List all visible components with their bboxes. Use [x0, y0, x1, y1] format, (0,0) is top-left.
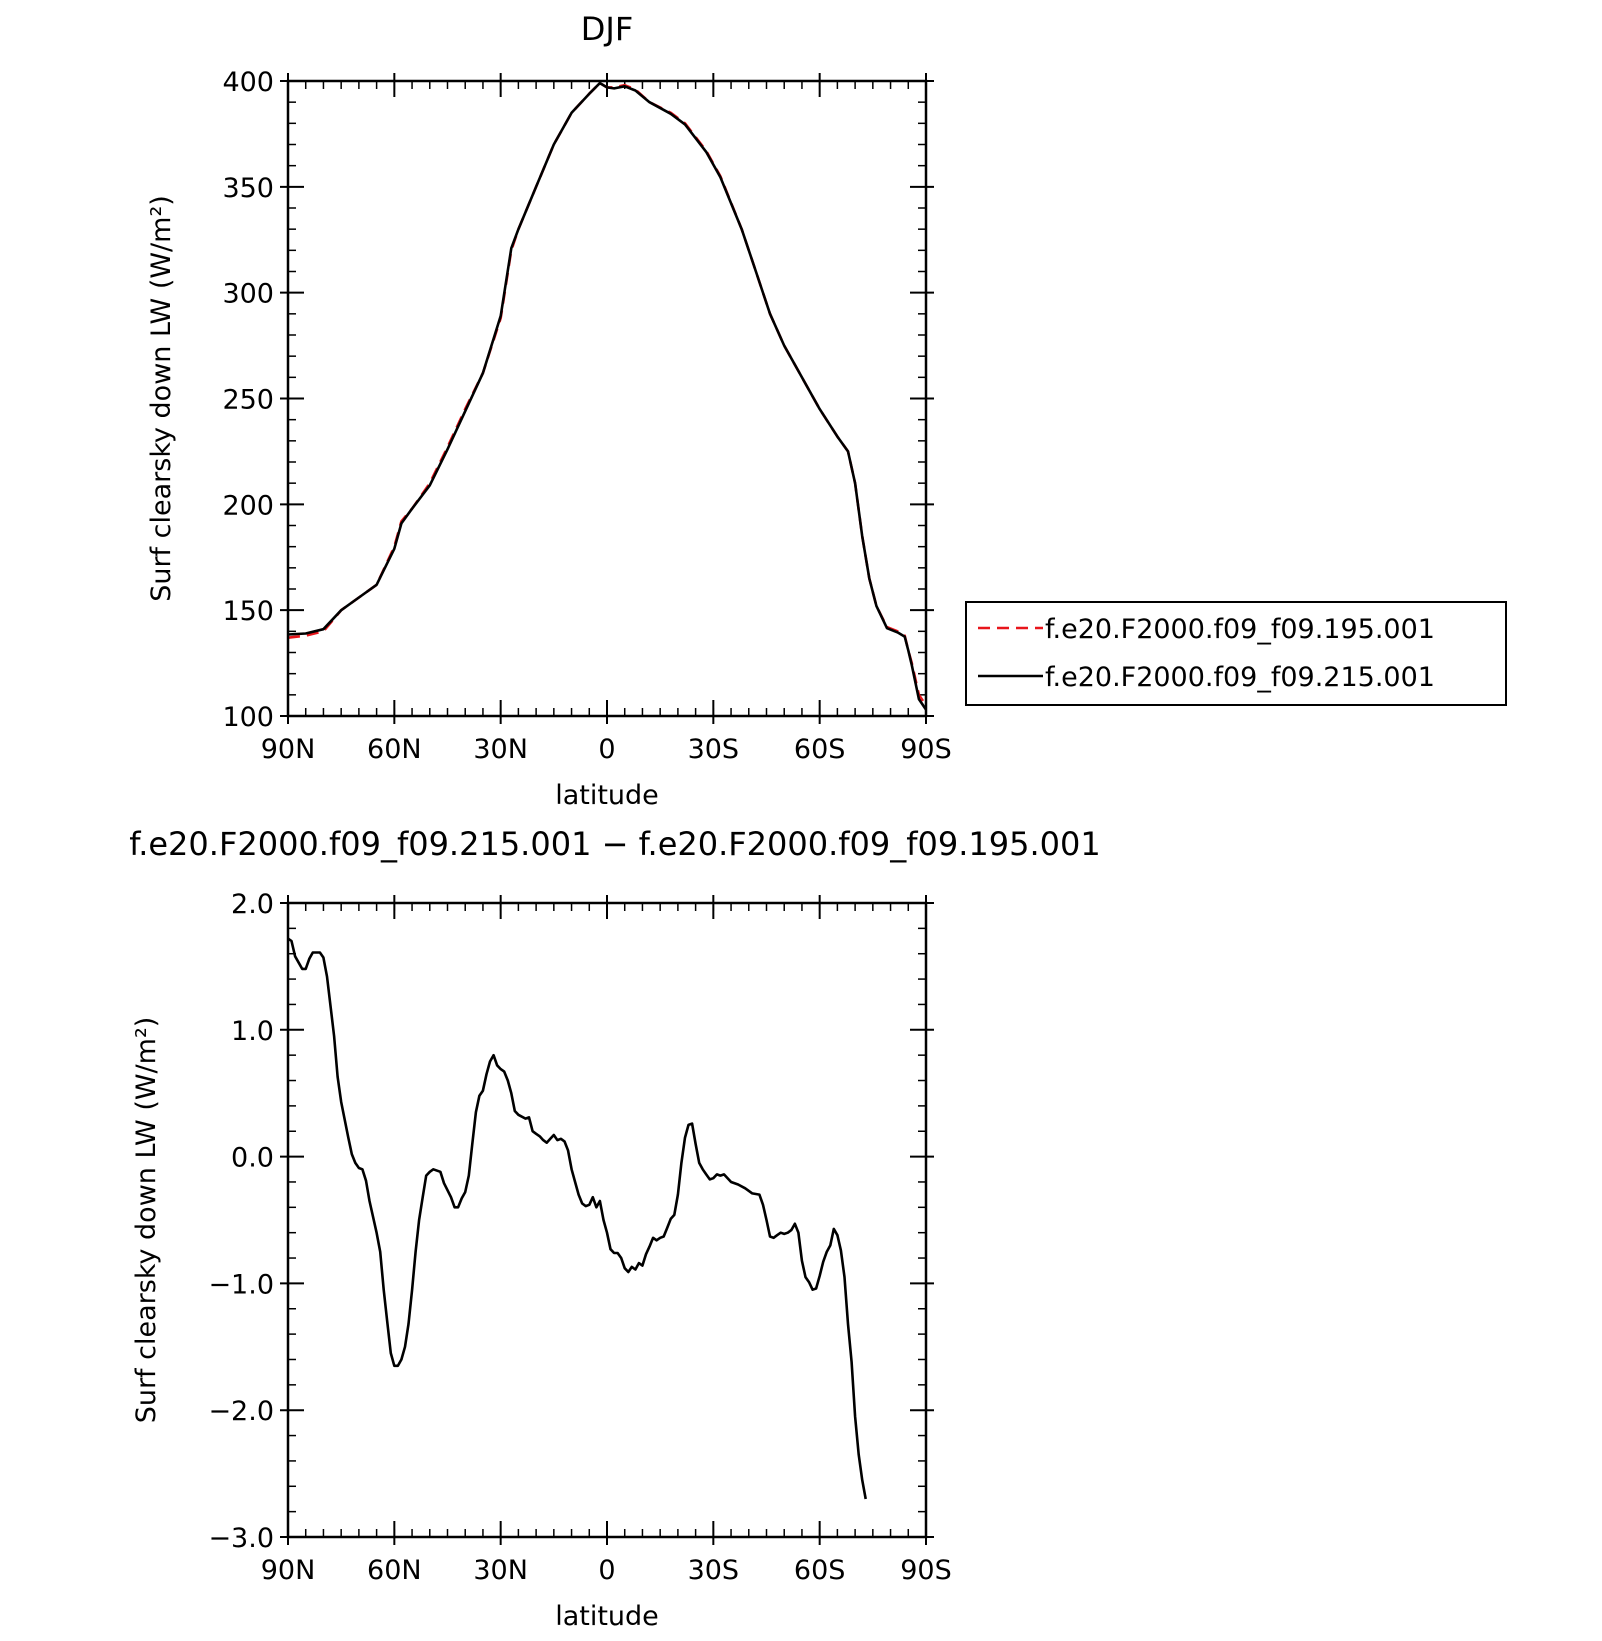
y-tick-label: 100 [222, 702, 274, 733]
legend-label: f.e20.F2000.f09_f09.215.001 [1045, 662, 1435, 693]
legend-box [965, 601, 1507, 706]
y-axis-title: Surf clearsky down LW (W/m²) [146, 195, 177, 602]
plot-frame [286, 901, 928, 1539]
panel-1: DJF 90N 60N 30N 0 30S 60S 90S 100 150 200 250 300 350… [146, 10, 1507, 811]
x-tick-label: 60N [367, 734, 422, 765]
series-line-f-e20-f2000-f09-f09-195-001 [287, 81, 928, 707]
x-tick-label: 90N [261, 734, 316, 765]
x-tick-label: 30N [473, 734, 528, 765]
x-tick-label: 0 [598, 734, 615, 765]
plot-frame [286, 79, 928, 718]
panel-title: DJF [581, 10, 633, 48]
y-tick-label: 200 [222, 490, 274, 521]
y-tick-label: 1.0 [231, 1016, 274, 1047]
x-tick-label: 90S [900, 1555, 952, 1586]
y-axis-title: Surf clearsky down LW (W/m²) [131, 1017, 162, 1424]
x-tick-label: 30S [688, 1555, 740, 1586]
y-tick-label: −1.0 [208, 1269, 274, 1300]
x-tick-label: 30N [473, 1555, 528, 1586]
x-tick-label: 60S [794, 734, 846, 765]
y-tick-label: 2.0 [231, 889, 274, 920]
x-tick-label: 60S [794, 1555, 846, 1586]
legend: f.e20.F2000.f09_f09.195.001 f.e20.F2000.f… [965, 601, 1507, 706]
y-tick-label: 250 [222, 385, 274, 416]
x-tick-label: 0 [598, 1555, 615, 1586]
y-tick-label: 300 [222, 279, 274, 310]
panel-2: f.e20.F2000.f09_f09.215.001 − f.e20.F200… [129, 825, 1101, 1632]
y-tick-label: 0.0 [231, 1143, 274, 1174]
x-tick-label: 60N [367, 1555, 422, 1586]
panel-title: f.e20.F2000.f09_f09.215.001 − f.e20.F200… [129, 825, 1101, 863]
y-tick-label: 400 [222, 67, 274, 98]
x-axis-title: latitude [555, 780, 659, 811]
series-line-f-e20-f2000-f09-f09-215-001 [287, 81, 928, 711]
difference-line [287, 937, 867, 1500]
y-tick-label: −2.0 [208, 1396, 274, 1427]
y-tick-label: −3.0 [208, 1523, 274, 1554]
x-tick-label: 90N [261, 1555, 316, 1586]
y-tick-label: 150 [222, 596, 274, 627]
legend-label: f.e20.F2000.f09_f09.195.001 [1045, 614, 1435, 645]
y-tick-label: 350 [222, 173, 274, 204]
x-tick-label: 30S [688, 734, 740, 765]
x-axis-title: latitude [555, 1601, 659, 1632]
x-tick-label: 90S [900, 734, 952, 765]
